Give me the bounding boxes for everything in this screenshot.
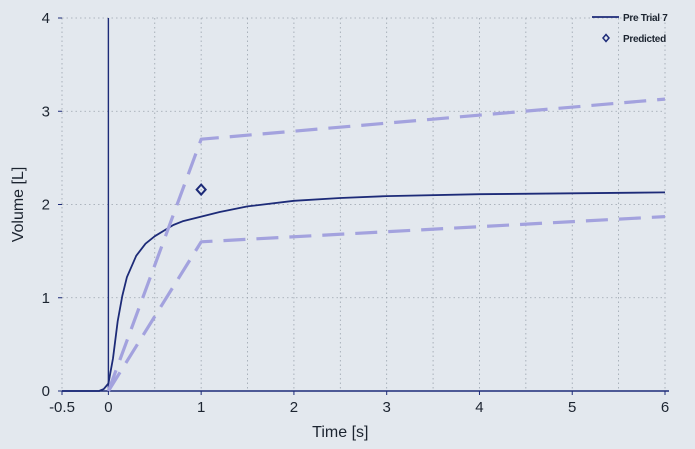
y-tick-label: 0 bbox=[42, 383, 50, 400]
x-tick-label: 2 bbox=[290, 399, 298, 416]
y-tick-label: 4 bbox=[42, 10, 50, 27]
predicted-diamond-marker bbox=[195, 183, 207, 197]
x-tick-label: 0 bbox=[104, 399, 112, 416]
marker-layer bbox=[195, 183, 207, 197]
x-tick-label: 1 bbox=[197, 399, 205, 416]
x-tick-label: 3 bbox=[383, 399, 391, 416]
y-axis-label: Volume [L] bbox=[10, 167, 27, 243]
legend-diamond-marker bbox=[602, 33, 610, 43]
x-tick-label: -0.5 bbox=[49, 399, 75, 416]
series-layer bbox=[62, 97, 666, 392]
confidence-bound-line-1 bbox=[106, 97, 666, 392]
y-tick-label: 1 bbox=[42, 290, 50, 307]
legend: Pre Trial 7 Predicted bbox=[592, 13, 669, 45]
y-tick-label: 3 bbox=[42, 103, 50, 120]
confidence-bound-line-2 bbox=[107, 215, 666, 392]
x-tick-label: 4 bbox=[475, 399, 483, 416]
grid-layer bbox=[61, 17, 666, 391]
axis-layer bbox=[62, 18, 669, 392]
x-axis-label: Time [s] bbox=[312, 424, 368, 441]
x-tick-label: 5 bbox=[568, 399, 576, 416]
legend-label-predicted: Predicted bbox=[623, 34, 666, 45]
pre-trial-7-line bbox=[62, 191, 666, 392]
x-tick-label: 6 bbox=[661, 399, 669, 416]
y-tick-label: 2 bbox=[42, 197, 50, 214]
legend-label-pre-trial: Pre Trial 7 bbox=[623, 13, 668, 24]
